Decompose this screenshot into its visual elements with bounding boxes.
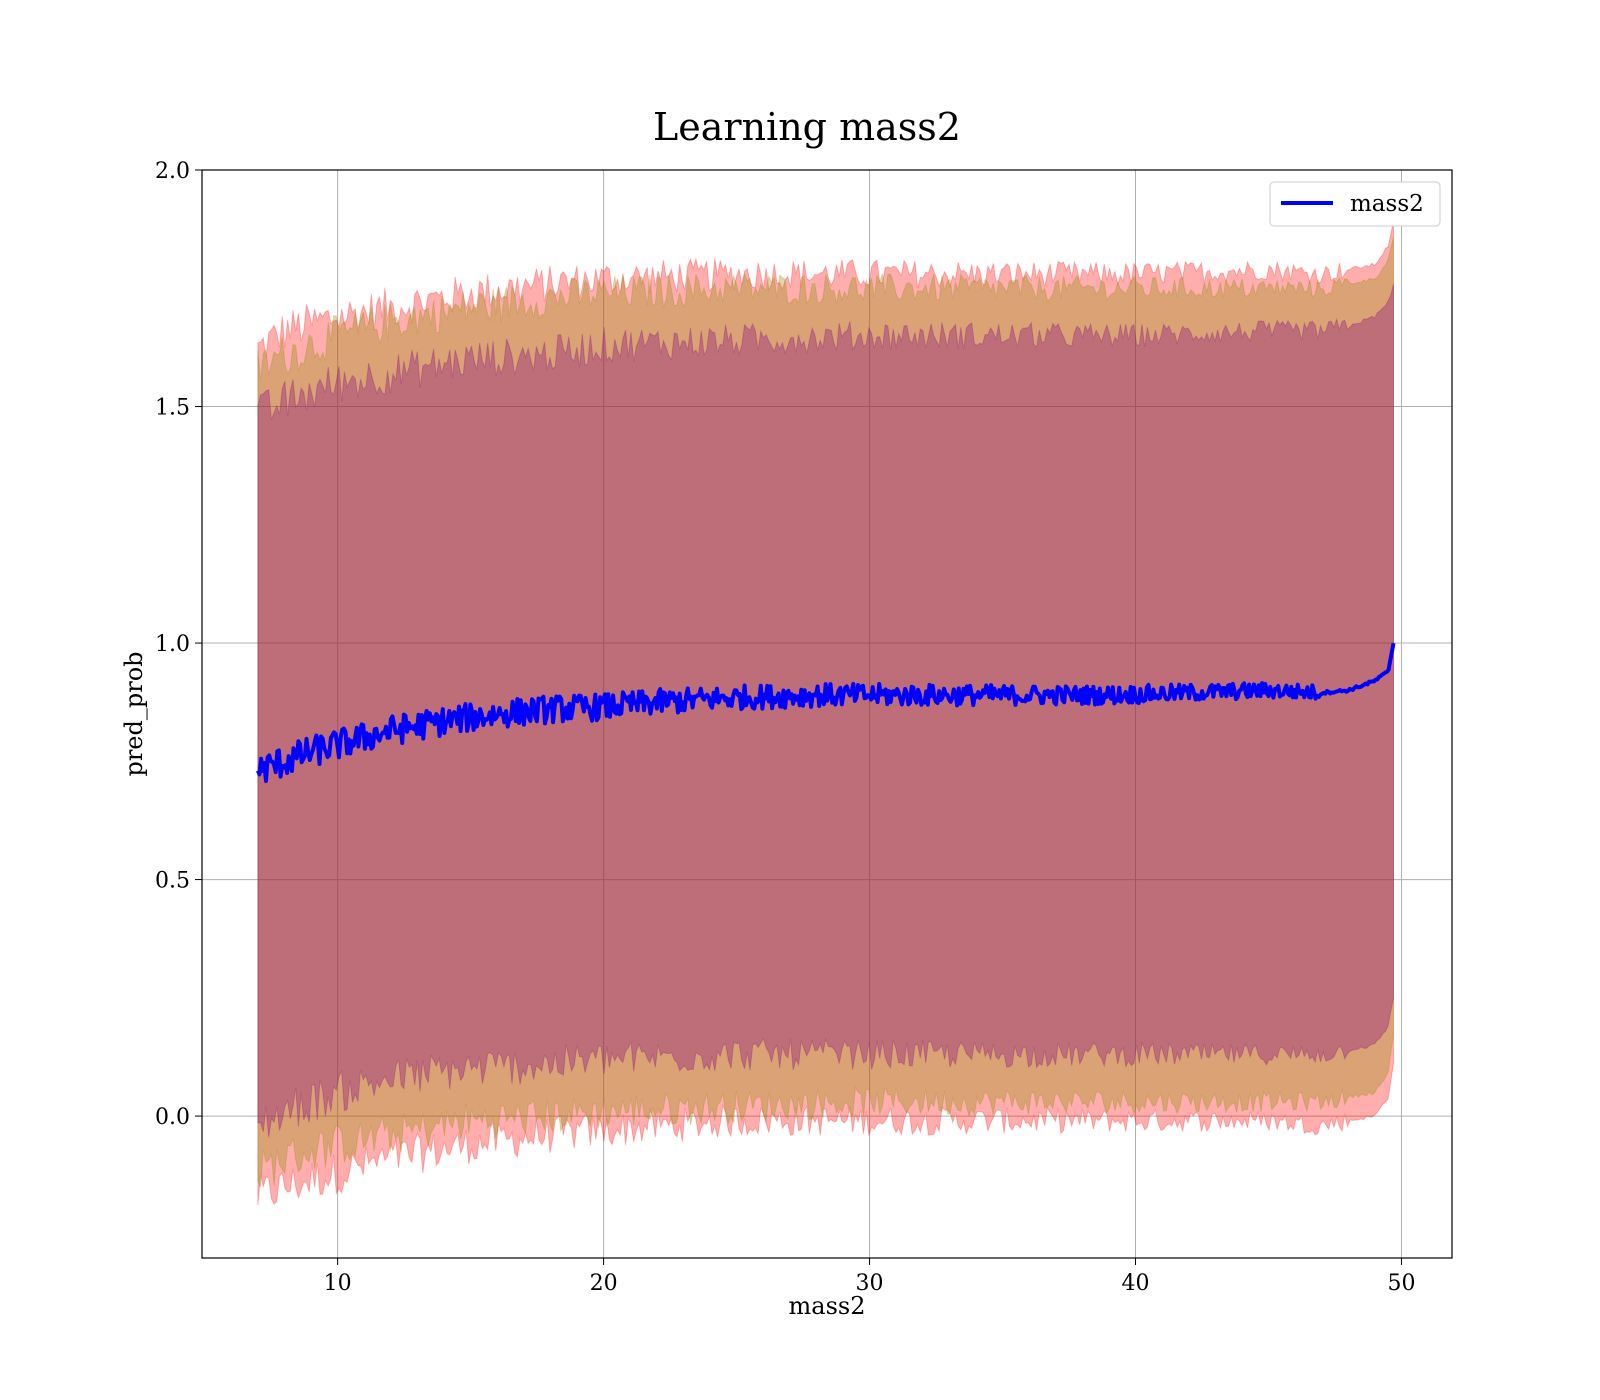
x-tick-label: 10 (324, 1271, 352, 1296)
legend-box (1269, 181, 1441, 227)
legend-label-mass2: mass2 (1350, 191, 1424, 217)
bands (257, 220, 1394, 1206)
chart-title: Learning mass2 (653, 105, 961, 149)
x-axis-ticks: 10 20 30 40 50 (324, 1258, 1415, 1296)
x-tick-label: 40 (1122, 1271, 1150, 1296)
grid (202, 169, 1452, 1258)
y-tick-label: 1.5 (155, 396, 190, 421)
legend: mass2 (1269, 181, 1441, 227)
series-line-mass2 (256, 642, 1396, 783)
band-middle (257, 237, 1394, 1188)
x-tick-label: 20 (590, 1271, 618, 1296)
band-inner (257, 283, 1394, 1138)
lines (256, 642, 1396, 783)
x-axis-label: mass2 (789, 1292, 866, 1320)
y-tick-label: 2.0 (155, 159, 190, 184)
y-tick-label: 0.0 (155, 1105, 190, 1130)
x-tick-label: 30 (856, 1271, 884, 1296)
y-axis-label: pred_prob (120, 651, 148, 776)
plot-area (202, 170, 1452, 1258)
y-tick-label: 0.5 (155, 869, 190, 894)
y-tick-label: 1.0 (155, 632, 190, 657)
y-axis-ticks: 0.0 0.5 1.0 1.5 2.0 (155, 159, 202, 1130)
x-tick-label: 50 (1387, 1271, 1415, 1296)
band-outer (257, 220, 1394, 1206)
plot-frame (201, 169, 1453, 1259)
